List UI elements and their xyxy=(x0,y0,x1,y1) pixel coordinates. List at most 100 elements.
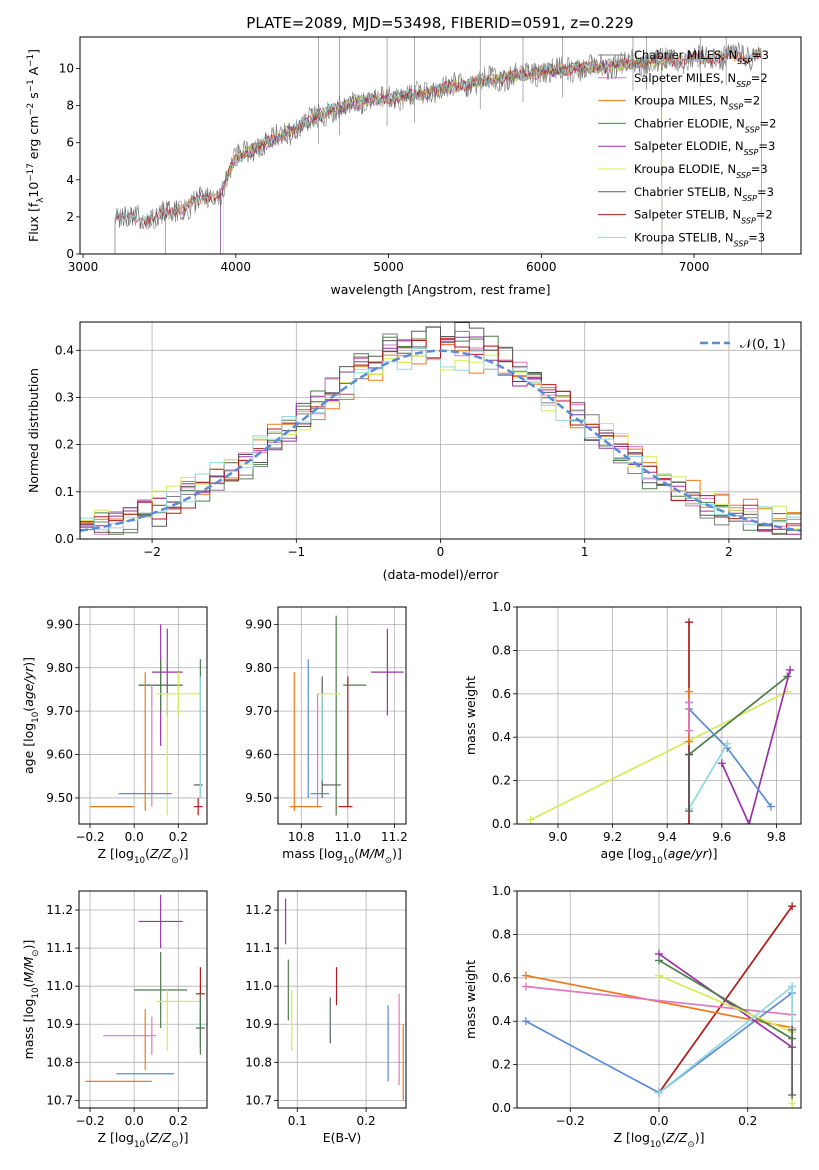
plot-area xyxy=(80,322,801,539)
y-tick-label: 9.80 xyxy=(245,661,272,675)
x-tick-label: −2 xyxy=(143,545,161,559)
y-tick-label: 0.8 xyxy=(492,927,511,941)
weight-marker xyxy=(655,1088,663,1097)
data-point xyxy=(138,659,183,712)
weight-marker xyxy=(685,750,694,759)
weight-marker xyxy=(526,815,535,824)
weight-vs-metallicity-panel: −0.2 0.0 0.2 0.0 0.2 0.4 0.6 0.8 1.0 Z [log10(Z/Z… xyxy=(463,884,802,1150)
x-tick-label: 0.0 xyxy=(125,830,144,844)
y-tick-label: 0 xyxy=(66,247,74,261)
axes-overlay: −2 −1 0 1 2 0.0 0.1 0.2 0.3 0.4 xyxy=(55,321,802,559)
legend-label: Chabrier STELIB, NSSP=3 xyxy=(634,185,774,203)
weight-marker xyxy=(521,982,530,991)
weight-marker xyxy=(788,902,797,911)
weight-marker xyxy=(685,698,694,707)
x-tick-label: 0.1 xyxy=(288,1114,307,1128)
plot-area xyxy=(284,898,404,1101)
spectrum-panel: 3000 4000 5000 6000 7000 0 2 4 6 8 10 Chabrier MILE… xyxy=(26,36,802,297)
y-tick-label: 10 xyxy=(59,62,74,76)
x-tick-label: 9.2 xyxy=(603,830,622,844)
plot-area xyxy=(521,902,797,1108)
plot-area xyxy=(114,37,762,254)
y-tick-label: 11.2 xyxy=(46,903,73,917)
y-tick-label: 10.9 xyxy=(46,1017,73,1031)
weight-series xyxy=(685,698,694,735)
y-tick-label: 9.50 xyxy=(245,791,272,805)
y-tick-label: 10.8 xyxy=(245,1055,272,1069)
weight-marker xyxy=(766,802,775,811)
axes-frame xyxy=(79,36,802,255)
y-tick-label: 2 xyxy=(66,210,74,224)
legend-label: Salpeter MILES, NSSP=2 xyxy=(634,71,768,89)
y-axis-label: Normed distribution xyxy=(26,368,41,493)
plot-area xyxy=(90,624,203,816)
weight-line xyxy=(658,953,793,1048)
weight-series xyxy=(717,665,795,824)
weight-marker xyxy=(685,687,694,696)
y-tick-label: 11.0 xyxy=(245,979,272,993)
y-axis-label: mass [log10(M/M⊙)] xyxy=(21,940,41,1060)
axes-overlay: −0.2 0.0 0.2 9.50 9.60 9.70 9.80 9.90 xyxy=(46,606,208,844)
axes-overlay: 0.1 0.2 10.7 10.8 10.9 11.0 11.1 11.2 xyxy=(245,890,407,1128)
y-tick-label: 8 xyxy=(66,99,74,113)
y-tick-label: 0.6 xyxy=(492,971,511,985)
x-axis-label: age [log10(age/yr)] xyxy=(600,846,717,866)
x-tick-label: 0.2 xyxy=(357,1114,376,1128)
y-tick-label: 0.4 xyxy=(492,730,511,744)
y-tick-label: 0.3 xyxy=(55,390,74,404)
x-tick-label: 0.0 xyxy=(125,1114,144,1128)
weight-marker xyxy=(786,665,795,674)
weight-line xyxy=(530,690,788,821)
data-point xyxy=(134,951,188,1029)
weight-line xyxy=(525,985,793,1016)
weight-line xyxy=(525,974,793,1029)
x-tick-label: 0.0 xyxy=(649,1114,668,1128)
weight-marker xyxy=(685,820,694,824)
y-tick-label: 9.60 xyxy=(245,748,272,762)
y-tick-label: 10.7 xyxy=(245,1093,272,1107)
weight-marker xyxy=(788,982,797,991)
age-vs-metallicity-panel: −0.2 0.0 0.2 9.50 9.60 9.70 9.80 9.90 Z [log10(Z… xyxy=(21,606,208,866)
y-tick-label: 10.7 xyxy=(46,1093,73,1107)
weight-marker xyxy=(685,726,694,735)
weight-marker xyxy=(788,1099,797,1108)
data-point xyxy=(193,797,203,816)
x-tick-label: 9.8 xyxy=(767,830,786,844)
y-tick-label: 0.2 xyxy=(492,1058,511,1072)
x-tick-label: 11.0 xyxy=(334,830,361,844)
weight-marker xyxy=(788,1025,797,1034)
weight-marker xyxy=(655,971,663,980)
y-tick-label: 4 xyxy=(66,173,74,187)
mass-vs-metallicity-panel: −0.2 0.0 0.2 10.7 10.8 10.9 11.0 11.1 11.2 Z [log… xyxy=(21,890,208,1150)
legend-label: Chabrier MILES, NSSP=3 xyxy=(634,48,769,66)
x-axis-label: wavelength [Angstrom, rest frame] xyxy=(330,282,550,297)
legend-label: Salpeter STELIB, NSSP=2 xyxy=(634,208,773,226)
x-tick-label: 0 xyxy=(437,545,445,559)
legend-label: Kroupa STELIB, NSSP=3 xyxy=(634,230,765,248)
weight-marker xyxy=(521,1017,530,1026)
axes-overlay: 3000 4000 5000 6000 7000 0 2 4 6 8 10 xyxy=(59,36,802,274)
x-tick-label: 10.8 xyxy=(288,830,315,844)
y-tick-label: 11.1 xyxy=(245,941,272,955)
weight-marker xyxy=(723,739,732,748)
axes-frame xyxy=(277,890,407,1109)
y-tick-label: 9.90 xyxy=(245,617,272,631)
x-tick-label: 3000 xyxy=(68,260,99,274)
x-axis-label: Z [log10(Z/Z⊙)] xyxy=(98,1130,189,1150)
x-tick-label: 11.2 xyxy=(381,830,408,844)
x-tick-label: −0.2 xyxy=(75,1114,104,1128)
y-tick-label: 6 xyxy=(66,136,74,150)
spectrum-line xyxy=(114,48,762,254)
weight-line xyxy=(721,669,791,824)
spectrum-legend: Chabrier MILES, NSSP=3 Salpeter MILES, NS… xyxy=(598,48,776,248)
axes-frame xyxy=(516,606,802,825)
data-point xyxy=(371,628,404,716)
weight-marker xyxy=(788,1090,797,1099)
plot-area xyxy=(85,894,205,1082)
x-tick-label: 6000 xyxy=(526,260,557,274)
x-tick-label: −1 xyxy=(287,545,305,559)
y-axis-label: mass weight xyxy=(463,960,478,1039)
residuals-panel: −2 −1 0 1 2 0.0 0.1 0.2 0.3 0.4 𝒩(0, 1) (data-model… xyxy=(26,321,802,582)
y-tick-label: 10.9 xyxy=(245,1017,272,1031)
legend-label: Kroupa MILES, NSSP=2 xyxy=(634,94,760,112)
